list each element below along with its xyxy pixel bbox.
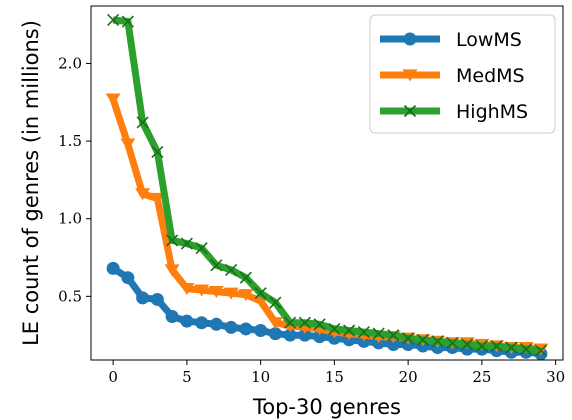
- data-point-HighMS: [298, 316, 311, 329]
- data-point-LowMS: [268, 327, 282, 341]
- data-point-HighMS: [490, 339, 503, 353]
- legend: LowMS MedMS HighMS: [369, 14, 556, 134]
- legend-marker-LowMS: [403, 32, 417, 46]
- data-point-MedMS: [120, 138, 136, 151]
- data-point-HighMS: [431, 335, 444, 348]
- series-HighMS: [107, 13, 547, 357]
- data-point-HighMS: [534, 344, 547, 357]
- data-point-LowMS: [165, 310, 179, 324]
- data-point-LowMS: [136, 291, 150, 305]
- data-point-HighMS: [136, 116, 149, 129]
- data-point-LowMS: [121, 271, 135, 285]
- data-point-HighMS: [402, 332, 415, 345]
- data-point-LowMS: [195, 316, 209, 330]
- data-point-LowMS: [386, 337, 400, 351]
- data-point-HighMS: [195, 242, 208, 255]
- legend-item-LowMS: LowMS: [380, 29, 522, 51]
- data-point-HighMS: [210, 259, 223, 272]
- series-line-HighMS: [112, 16, 542, 355]
- x-tick-label: 25: [472, 368, 491, 386]
- data-point-MedMS: [238, 289, 254, 302]
- data-point-HighMS: [180, 237, 193, 250]
- data-point-HighMS: [121, 15, 134, 28]
- series-line-MedMS: [109, 98, 542, 353]
- legend-label-LowMS: LowMS: [456, 29, 522, 51]
- data-point-HighMS: [520, 343, 533, 356]
- data-point-LowMS: [283, 328, 297, 342]
- data-point-MedMS: [267, 317, 283, 330]
- legend-marker-HighMS: [403, 104, 417, 118]
- x-tick-label: 10: [251, 368, 270, 386]
- data-point-LowMS: [239, 322, 253, 336]
- data-point-HighMS: [446, 336, 459, 349]
- data-point-MedMS: [135, 188, 151, 201]
- legend-label-HighMS: HighMS: [456, 101, 528, 123]
- data-point-LowMS: [209, 317, 223, 331]
- data-point-LowMS: [106, 261, 120, 275]
- data-point-MedMS: [194, 284, 210, 297]
- x-tick-label: 15: [325, 368, 344, 386]
- data-point-MedMS: [208, 286, 224, 299]
- x-tick-label: 0: [108, 368, 118, 386]
- data-point-LowMS: [150, 292, 164, 306]
- data-point-HighMS: [166, 234, 179, 247]
- data-point-HighMS: [151, 145, 164, 159]
- x-axis-label: Top-30 genres: [252, 395, 401, 419]
- data-point-HighMS: [461, 338, 474, 351]
- data-point-HighMS: [387, 329, 400, 342]
- data-point-HighMS: [372, 327, 385, 340]
- data-point-HighMS: [239, 271, 252, 284]
- x-tick-label: 30: [546, 368, 565, 386]
- data-point-MedMS: [105, 93, 121, 106]
- data-point-MedMS: [223, 287, 239, 300]
- y-tick-label: 1.0: [58, 210, 82, 228]
- data-point-LowMS: [313, 330, 327, 344]
- legend-item-MedMS: MedMS: [380, 65, 525, 87]
- legend-marker-MedMS: [402, 69, 418, 82]
- series-layer: [105, 13, 549, 361]
- y-axis-ticks: 0.5 1.0 1.5 2.0: [58, 54, 91, 305]
- data-point-HighMS: [357, 325, 370, 339]
- data-point-MedMS: [149, 192, 165, 205]
- data-point-HighMS: [107, 13, 120, 27]
- data-point-HighMS: [284, 316, 297, 329]
- x-tick-label: 5: [182, 368, 192, 386]
- data-point-HighMS: [269, 296, 282, 309]
- y-tick-label: 1.5: [58, 132, 82, 150]
- data-point-HighMS: [475, 339, 488, 353]
- legend-box: [369, 14, 556, 134]
- data-point-LowMS: [298, 328, 312, 342]
- legend-item-HighMS: HighMS: [380, 101, 528, 123]
- data-point-HighMS: [313, 318, 326, 331]
- data-point-HighMS: [416, 333, 429, 346]
- legend-label-MedMS: MedMS: [456, 65, 525, 87]
- y-tick-label: 0.5: [58, 287, 82, 305]
- data-point-MedMS: [179, 282, 195, 295]
- x-tick-label: 20: [399, 368, 418, 386]
- data-point-LowMS: [180, 314, 194, 328]
- plot-frame: [90, 5, 564, 361]
- data-point-LowMS: [224, 320, 238, 334]
- data-point-HighMS: [328, 322, 341, 336]
- data-point-HighMS: [225, 263, 238, 277]
- y-axis-label: LE count of genres (in millions): [19, 20, 43, 346]
- x-axis-ticks: 0 5 10 15 20 25 30: [108, 360, 565, 386]
- y-tick-label: 2.0: [58, 54, 82, 72]
- data-point-HighMS: [505, 341, 518, 354]
- data-point-LowMS: [254, 324, 268, 337]
- data-point-MedMS: [164, 264, 180, 277]
- data-point-HighMS: [343, 324, 356, 337]
- data-point-HighMS: [254, 287, 267, 300]
